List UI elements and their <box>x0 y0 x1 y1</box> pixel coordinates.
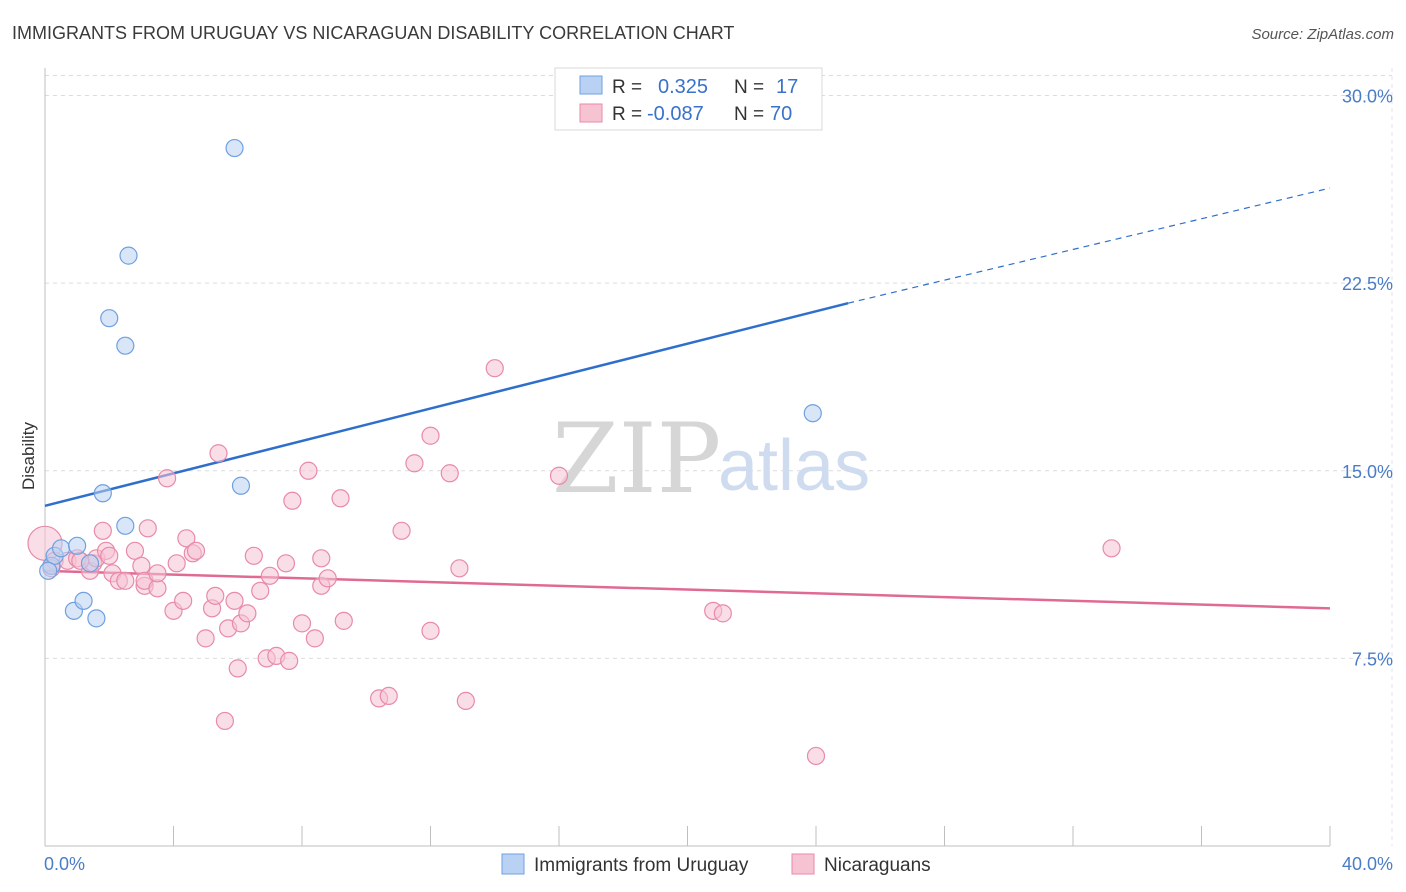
legend: R = 0.325 N = 17 R = -0.087 N = 70 <box>554 67 823 131</box>
point-nicaraguans-65 <box>806 746 826 766</box>
point-nicaraguans-21 <box>167 554 186 573</box>
watermark-atlas: atlas <box>718 426 870 506</box>
legend-swatch-uruguay <box>579 75 603 95</box>
point-nicaraguans-19 <box>157 469 177 488</box>
point-nicaraguans-45 <box>299 461 318 480</box>
point-nicaraguans-11 <box>116 571 135 590</box>
y-tick-label-0: 7.5% <box>1352 649 1393 669</box>
point-nicaraguans-23 <box>177 529 196 548</box>
axes <box>44 68 1331 847</box>
point-nicaraguans-62 <box>549 466 569 485</box>
point-uruguay-4 <box>68 536 87 555</box>
point-nicaraguans-55 <box>405 454 424 473</box>
bottom-legend: Immigrants from Uruguay Nicaraguans <box>501 853 931 876</box>
point-uruguay-7 <box>87 609 106 628</box>
point-nicaraguans-51 <box>334 611 353 630</box>
point-nicaraguans-35 <box>238 604 257 623</box>
point-nicaraguans-22 <box>174 591 193 610</box>
legend-r-label-2: R = <box>612 104 642 125</box>
trend-line-extension-0 <box>847 187 1331 304</box>
point-uruguay-5 <box>74 591 93 610</box>
trend-line-0 <box>44 301 849 507</box>
point-nicaraguans-56 <box>421 621 440 640</box>
trend-line-1 <box>44 569 1331 610</box>
point-uruguay-15 <box>803 404 822 423</box>
x-tick-min: 0.0% <box>44 854 85 874</box>
legend-r-label-1: R = <box>612 77 642 98</box>
legend-r-value-2: -0.087 <box>647 103 704 125</box>
point-nicaraguans-53 <box>379 686 398 706</box>
y-tick-labels: 7.5% 15.0% 22.5% 30.0% <box>1342 87 1393 670</box>
point-uruguay-8 <box>93 484 112 503</box>
point-nicaraguans-42 <box>280 651 299 670</box>
point-nicaraguans-26 <box>196 629 215 648</box>
point-nicaraguans-32 <box>225 591 244 610</box>
point-nicaraguans-57 <box>421 426 440 445</box>
legend-n-value-1: 17 <box>776 76 798 98</box>
point-uruguay-13 <box>225 138 244 158</box>
point-nicaraguans-28 <box>206 586 225 605</box>
legend-swatch-nicaraguans <box>579 103 603 123</box>
point-nicaraguans-66 <box>1102 539 1121 558</box>
data-points <box>27 138 1121 766</box>
trend-lines <box>44 187 1331 610</box>
point-uruguay-12 <box>119 246 138 265</box>
point-uruguay-11 <box>116 336 135 355</box>
point-nicaraguans-69 <box>100 546 119 565</box>
chart-source: Source: ZipAtlas.com <box>1251 26 1394 43</box>
point-uruguay-10 <box>116 516 135 535</box>
point-nicaraguans-60 <box>456 691 475 711</box>
y-tick-label-3: 30.0% <box>1342 87 1393 107</box>
point-nicaraguans-33 <box>228 659 247 678</box>
point-nicaraguans-36 <box>244 546 263 565</box>
legend-n-label-2: N = <box>734 104 764 125</box>
bottom-legend-label-uruguay: Immigrants from Uruguay <box>534 855 749 876</box>
watermark: ZIP atlas <box>552 403 870 515</box>
point-nicaraguans-41 <box>276 554 296 573</box>
point-nicaraguans-47 <box>312 549 331 568</box>
point-nicaraguans-44 <box>292 614 312 633</box>
point-nicaraguans-43 <box>283 491 302 510</box>
point-nicaraguans-30 <box>215 711 234 731</box>
y-tick-label-1: 15.0% <box>1342 462 1393 482</box>
bottom-legend-swatch-uruguay <box>501 853 525 875</box>
point-uruguay-14 <box>231 476 251 495</box>
y-tick-label-2: 22.5% <box>1342 274 1393 294</box>
point-nicaraguans-61 <box>485 359 504 378</box>
point-nicaraguans-7 <box>93 521 112 540</box>
point-nicaraguans-13 <box>132 556 151 575</box>
point-nicaraguans-37 <box>251 581 270 600</box>
point-nicaraguans-49 <box>318 569 337 588</box>
legend-n-value-2: 70 <box>770 103 792 125</box>
point-uruguay-6 <box>80 554 100 573</box>
point-nicaraguans-58 <box>440 464 459 483</box>
point-nicaraguans-54 <box>392 521 411 540</box>
legend-n-label-1: N = <box>734 77 764 98</box>
point-nicaraguans-18 <box>148 564 167 583</box>
point-nicaraguans-29 <box>209 444 228 463</box>
legend-r-value-1: 0.325 <box>658 76 708 98</box>
x-tick-max: 40.0% <box>1342 854 1393 874</box>
watermark-zip: ZIP <box>552 403 721 515</box>
point-nicaraguans-39 <box>260 566 279 585</box>
bottom-legend-label-nicaraguans: Nicaraguans <box>824 855 931 876</box>
point-nicaraguans-46 <box>305 629 324 648</box>
point-nicaraguans-16 <box>138 519 157 538</box>
point-nicaraguans-25 <box>186 541 206 560</box>
bottom-legend-swatch-nicaraguans <box>791 853 815 875</box>
point-uruguay-2 <box>51 539 71 558</box>
chart-title: IMMIGRANTS FROM URUGUAY VS NICARAGUAN DI… <box>12 23 734 43</box>
point-uruguay-16 <box>39 561 58 580</box>
point-nicaraguans-59 <box>450 559 469 578</box>
point-nicaraguans-50 <box>331 489 350 508</box>
point-uruguay-9 <box>100 309 119 328</box>
y-axis-label: Disability <box>19 421 38 490</box>
point-nicaraguans-64 <box>713 604 732 623</box>
point-nicaraguans-12 <box>125 541 145 560</box>
